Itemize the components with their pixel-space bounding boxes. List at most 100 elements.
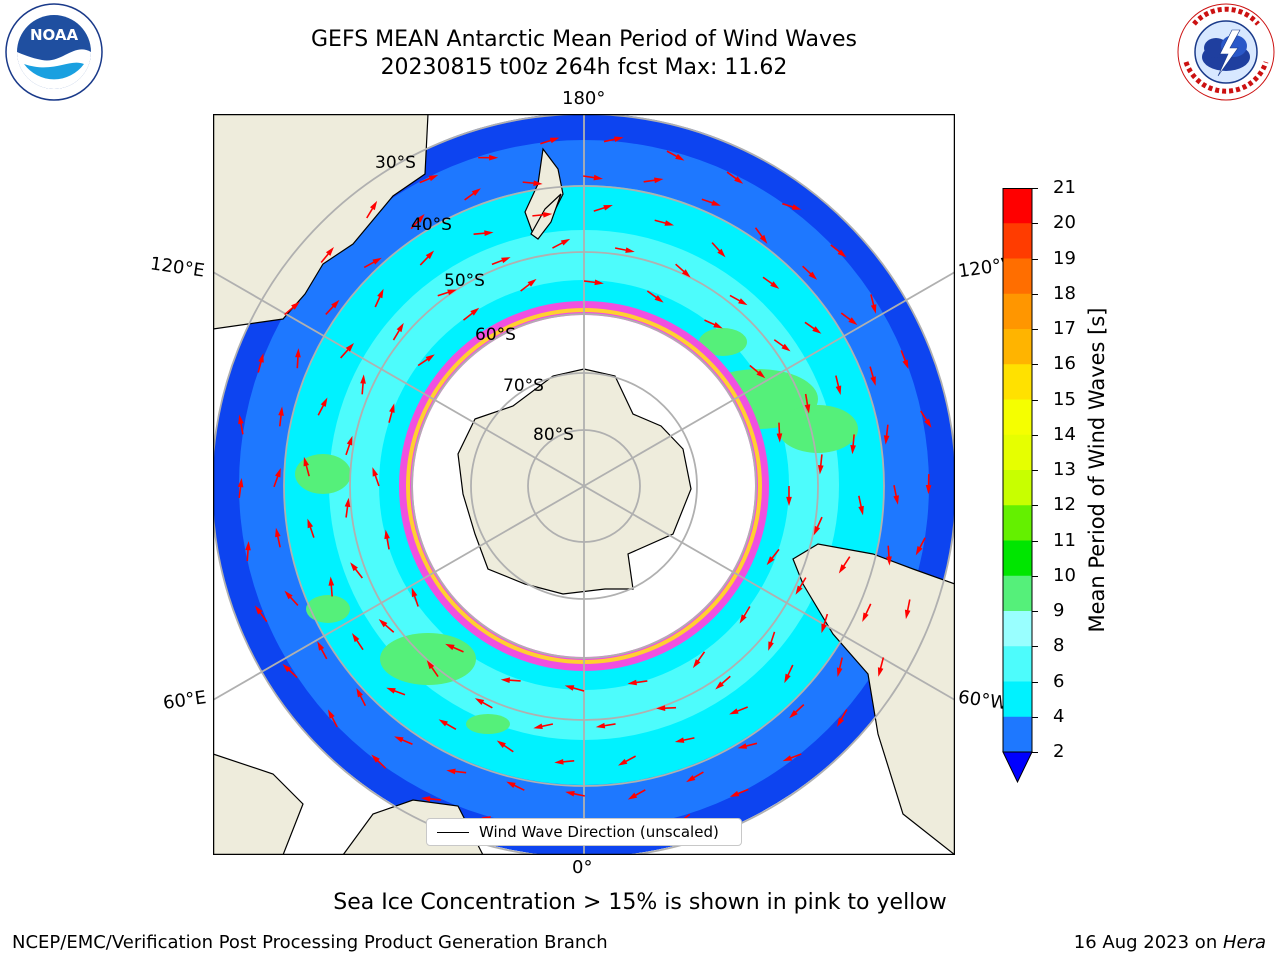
wave-direction-arrowhead bbox=[425, 250, 435, 260]
wave-direction-arrowhead bbox=[625, 247, 635, 253]
wave-direction-arrowhead bbox=[344, 497, 351, 508]
wave-direction-arrowhead bbox=[738, 298, 748, 306]
lon-label-60e: 60°E bbox=[161, 687, 208, 714]
colorbar-segment bbox=[1003, 258, 1032, 295]
wave-direction-arrowhead bbox=[675, 153, 685, 161]
wave-direction-arrowhead bbox=[692, 659, 701, 669]
wave-direction-arrowhead bbox=[372, 467, 379, 477]
colorbar-tick-mark bbox=[1032, 681, 1038, 683]
lat-label-80s: 80°S bbox=[533, 425, 574, 445]
lat-label-60s: 60°S bbox=[475, 325, 516, 345]
wave-direction-arrowhead bbox=[593, 174, 603, 181]
wave-direction-arrowhead bbox=[345, 343, 354, 352]
wave-direction-arrowhead bbox=[656, 705, 666, 711]
colorbar-tick-label: 8 bbox=[1053, 635, 1065, 657]
noaa-logo-text: NOAA bbox=[30, 26, 79, 44]
wave-direction-arrowhead bbox=[500, 677, 510, 684]
colorbar-segment bbox=[1003, 399, 1032, 436]
colorbar-segment bbox=[1003, 505, 1032, 541]
wave-direction-arrowhead bbox=[756, 370, 766, 379]
colorbar-tick-label: 10 bbox=[1053, 564, 1076, 586]
colorbar-segment bbox=[1003, 716, 1032, 753]
wave-direction-arrowhead bbox=[614, 136, 624, 143]
wave-direction-arrowhead bbox=[791, 204, 802, 210]
wave-direction-arrowhead bbox=[711, 200, 721, 206]
wave-direction-arrowhead bbox=[474, 698, 485, 706]
wave-direction-arrowhead bbox=[924, 418, 932, 428]
wave-direction-arrowhead bbox=[245, 541, 251, 551]
wave-direction-arrowhead bbox=[717, 248, 726, 258]
wave-direction-arrowhead bbox=[328, 576, 335, 586]
colorbar-tick-mark bbox=[1032, 364, 1038, 366]
wave-direction-arrowhead bbox=[759, 234, 768, 244]
wave-direction-arrowhead bbox=[317, 641, 325, 651]
map-frame bbox=[213, 114, 955, 855]
graticule bbox=[213, 114, 955, 855]
colorbar-segment bbox=[1003, 540, 1032, 577]
wave-direction-arrowhead bbox=[713, 322, 723, 329]
colorbar-tick-mark bbox=[1032, 293, 1038, 295]
wave-direction-arrowhead bbox=[346, 435, 353, 446]
colorbar-tick-label: 12 bbox=[1053, 494, 1076, 516]
wave-direction-arrowhead bbox=[291, 301, 300, 310]
wave-direction-arrowhead bbox=[770, 281, 780, 289]
wave-direction-arrowhead bbox=[877, 667, 884, 677]
wave-direction-arrowhead bbox=[350, 562, 358, 572]
map-legend: Wind Wave Direction (unscaled) bbox=[426, 818, 742, 846]
colorbar-segment bbox=[1003, 188, 1032, 224]
chart-title: GEFS MEAN Antarctic Mean Period of Wind … bbox=[311, 27, 857, 52]
wave-direction-arrowhead bbox=[565, 791, 575, 797]
wave-direction-arrowhead bbox=[447, 289, 457, 296]
colorbar-tick-mark bbox=[1032, 434, 1038, 436]
wave-direction-arrowhead bbox=[237, 478, 244, 488]
colorbar-segment bbox=[1003, 364, 1032, 400]
wave-direction-arrowhead bbox=[595, 722, 606, 729]
footer-date-text: 16 Aug 2023 on bbox=[1073, 932, 1223, 953]
colorbar-extension bbox=[1002, 751, 1033, 784]
colorbar-tick-label: 15 bbox=[1053, 388, 1076, 410]
lat-label-30s: 30°S bbox=[375, 153, 416, 173]
wave-direction-arrowhead bbox=[664, 220, 675, 226]
colorbar-tick-label: 2 bbox=[1053, 741, 1065, 762]
wave-direction-arrowhead bbox=[886, 556, 892, 566]
wave-direction-arrowhead bbox=[416, 213, 425, 223]
wave-direction-arrowhead bbox=[303, 456, 310, 467]
wave-direction-arrowhead bbox=[870, 376, 876, 386]
wave-direction-arrowhead bbox=[883, 435, 890, 445]
colorbar-tick-label: 17 bbox=[1053, 318, 1076, 339]
wave-direction-arrowhead bbox=[817, 465, 824, 475]
wave-direction-arrowhead bbox=[781, 343, 791, 352]
wave-direction-arrowhead bbox=[564, 685, 575, 691]
wave-direction-arrowhead bbox=[835, 385, 842, 396]
colorbar-tick-mark bbox=[1032, 716, 1038, 718]
legend-line-swatch bbox=[437, 832, 469, 833]
lon-label-180: 180° bbox=[562, 88, 606, 109]
colorbar-segment bbox=[1003, 681, 1032, 718]
wave-direction-arrowhead bbox=[360, 374, 366, 384]
colorbar-tick-label: 11 bbox=[1053, 529, 1076, 551]
colorbar-tick-mark bbox=[1032, 329, 1038, 330]
wave-direction-arrowhead bbox=[786, 496, 792, 506]
wave-direction-arrowhead bbox=[254, 605, 263, 615]
wave-direction-arrowhead bbox=[627, 679, 637, 686]
wave-direction-arrowhead bbox=[411, 587, 418, 598]
wave-direction-arrowhead bbox=[836, 667, 843, 677]
footer-date: 16 Aug 2023 on Hera bbox=[1074, 932, 1266, 953]
wave-direction-arrowhead bbox=[837, 249, 847, 258]
colorbar-tick-label: 4 bbox=[1053, 705, 1065, 727]
wave-direction-arrowhead bbox=[426, 660, 435, 670]
wind-wave-arrows bbox=[237, 136, 932, 833]
wave-direction-arrowhead bbox=[445, 643, 455, 651]
wave-direction-arrowhead bbox=[858, 505, 864, 516]
wave-direction-arrowhead bbox=[893, 495, 899, 505]
wave-direction-arrowhead bbox=[848, 317, 858, 325]
colorbar-segment bbox=[1003, 329, 1032, 365]
wave-direction-arrowhead bbox=[533, 180, 543, 186]
colorbar-segment bbox=[1003, 611, 1032, 647]
colorbar-segment bbox=[1003, 434, 1032, 471]
wave-direction-arrowhead bbox=[766, 556, 775, 566]
wave-direction-arrowhead bbox=[768, 641, 774, 651]
wave-direction-arrowhead bbox=[654, 177, 664, 184]
colorbar-tick-label: 14 bbox=[1053, 423, 1076, 445]
wave-direction-arrowhead bbox=[428, 174, 439, 182]
